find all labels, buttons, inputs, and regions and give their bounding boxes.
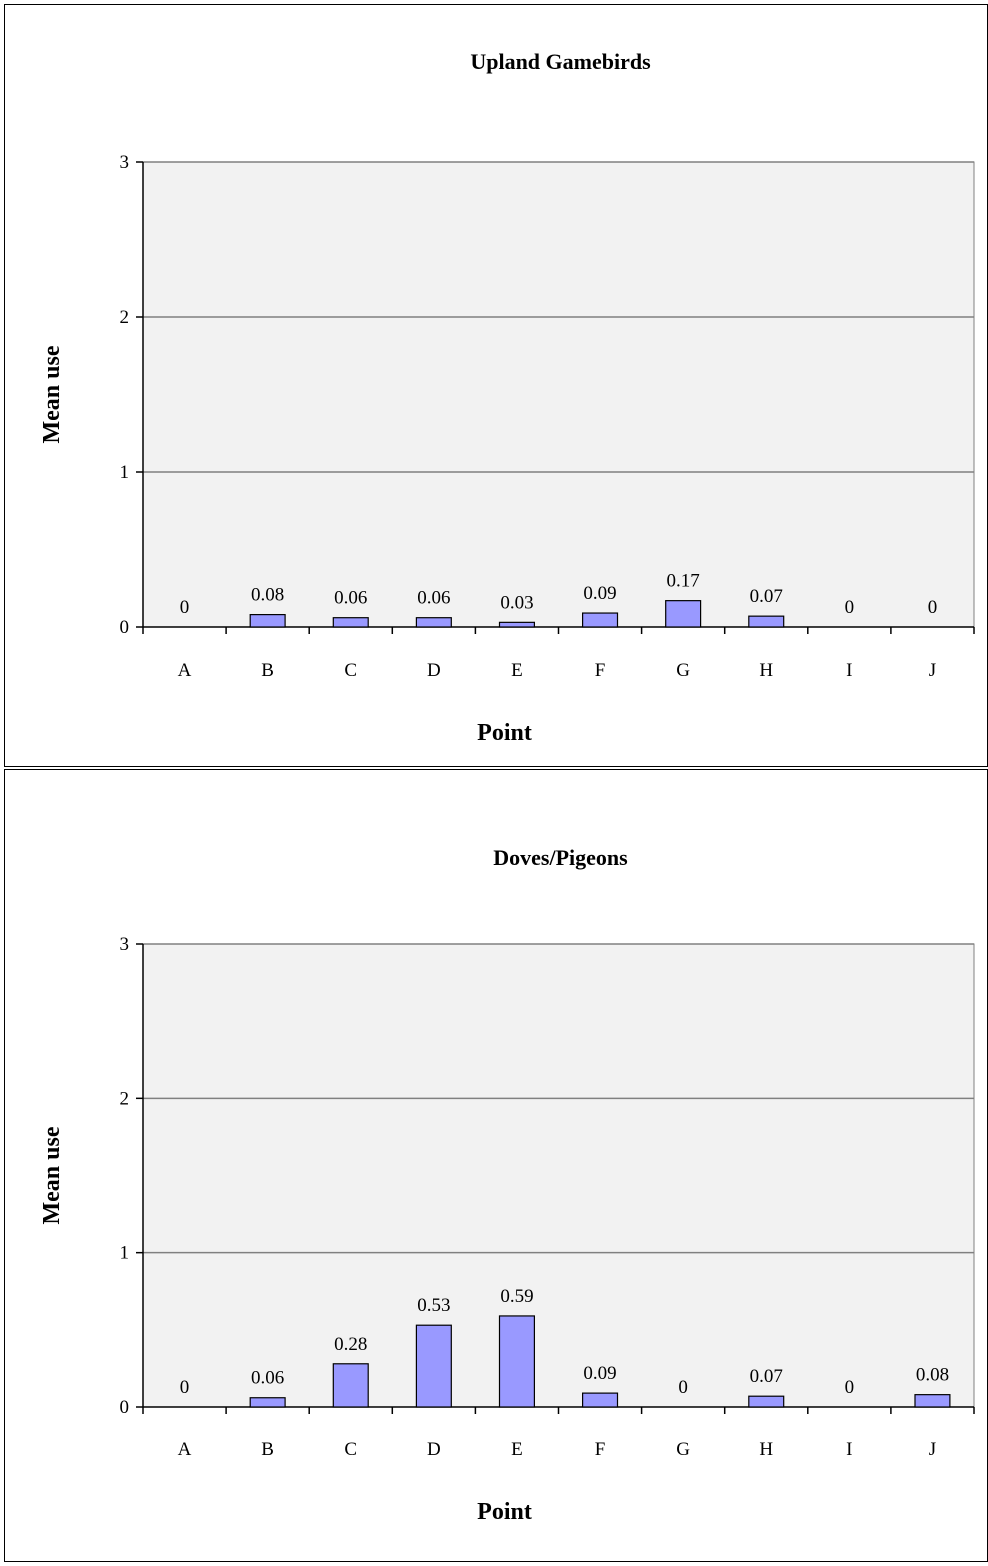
y-axis-title: Mean use xyxy=(39,345,65,443)
y-tick-label: 3 xyxy=(120,934,130,955)
x-tick-label-f: F xyxy=(595,1439,606,1460)
plot-area xyxy=(142,161,975,628)
x-tick-label-g: G xyxy=(676,660,690,681)
x-tick-label-d: D xyxy=(427,1439,441,1460)
data-label-i: 0 xyxy=(845,1377,855,1398)
data-label-d: 0.06 xyxy=(417,588,450,609)
chart-doves-pigeons: 0 1 2 3 0 A 0.06 B 0.28 C 0.53 D 0.59 E 0.09 F 0 G 0.07 H 0 I… xyxy=(39,845,975,1525)
data-label-c: 0.28 xyxy=(334,1334,367,1355)
data-label-j: 0.08 xyxy=(916,1365,949,1386)
bar-d xyxy=(415,1324,452,1408)
x-tick-label-b: B xyxy=(261,1439,274,1460)
x-tick-label-c: C xyxy=(344,1439,357,1460)
data-label-f: 0.09 xyxy=(583,583,616,604)
chart-title: Upland Gamebirds xyxy=(470,49,651,74)
y-tick-label: 0 xyxy=(120,1397,130,1418)
data-label-e: 0.03 xyxy=(500,592,533,613)
x-axis-title: Point xyxy=(477,720,532,746)
x-tick-label-g: G xyxy=(676,1439,690,1460)
x-tick-label-j: J xyxy=(929,1439,936,1460)
bar-d xyxy=(415,617,452,628)
y-tick-label: 1 xyxy=(120,462,130,483)
bar-e xyxy=(498,621,536,628)
x-tick-label-f: F xyxy=(595,660,606,681)
x-tick-label-i: I xyxy=(846,1439,852,1460)
data-label-g: 0.17 xyxy=(667,571,700,592)
bar-f xyxy=(581,612,619,628)
x-tick-label-h: H xyxy=(759,660,773,681)
x-tick-label-a: A xyxy=(178,660,192,681)
bar-c xyxy=(332,617,369,628)
bar-h xyxy=(748,1395,785,1408)
chart-panel-doves-pigeons: 0 1 2 3 0 A 0.06 B 0.28 C 0.53 D 0.59 E 0.09 F 0 G 0.07 H 0 I… xyxy=(4,769,988,1562)
y-tick-label: 3 xyxy=(120,152,130,173)
y-axis-title: Mean use xyxy=(39,1126,65,1224)
x-tick-label-j: J xyxy=(929,660,936,681)
data-label-h: 0.07 xyxy=(750,586,783,607)
x-tick-label-c: C xyxy=(344,660,357,681)
x-axis-title: Point xyxy=(477,1499,532,1525)
plot-area xyxy=(142,943,975,1408)
data-label-b: 0.06 xyxy=(251,1368,284,1389)
y-tick-label: 2 xyxy=(120,307,130,328)
data-label-j: 0 xyxy=(928,597,938,618)
data-label-f: 0.09 xyxy=(583,1363,616,1384)
x-tick-label-e: E xyxy=(511,660,523,681)
x-tick-label-i: I xyxy=(846,660,852,681)
x-tick-label-h: H xyxy=(759,1439,773,1460)
data-label-i: 0 xyxy=(845,597,855,618)
x-tick-label-a: A xyxy=(178,1439,192,1460)
bar-c xyxy=(332,1363,369,1408)
data-label-e: 0.59 xyxy=(500,1286,533,1307)
data-label-d: 0.53 xyxy=(417,1295,450,1316)
bar-f xyxy=(581,1392,619,1408)
bar-j xyxy=(914,1394,951,1408)
bar-b xyxy=(249,1397,286,1408)
data-label-g: 0 xyxy=(678,1377,688,1398)
data-label-h: 0.07 xyxy=(750,1366,783,1387)
bar-b xyxy=(249,613,286,628)
chart-upland-gamebirds: 0 1 2 3 0 A 0.08 B 0.06 C 0.06 D 0.03 E 0.09 F 0.17 G 0.07… xyxy=(39,49,975,746)
data-label-a: 0 xyxy=(180,597,190,618)
x-tick-label-e: E xyxy=(511,1439,523,1460)
x-tick-label-d: D xyxy=(427,660,441,681)
bar-h xyxy=(748,615,785,628)
y-tick-label: 1 xyxy=(120,1243,130,1264)
chart-panel-upland-gamebirds: 0 1 2 3 0 A 0.08 B 0.06 C 0.06 D 0.03 E 0.09 F 0.17 G 0.07… xyxy=(4,4,988,767)
y-tick-label: 0 xyxy=(120,617,130,638)
chart-title: Doves/Pigeons xyxy=(493,845,628,870)
bar-g xyxy=(665,600,702,628)
bar-e xyxy=(498,1315,536,1408)
data-label-c: 0.06 xyxy=(334,588,367,609)
data-label-a: 0 xyxy=(180,1377,190,1398)
x-tick-label-b: B xyxy=(261,660,274,681)
y-tick-label: 2 xyxy=(120,1088,130,1109)
data-label-b: 0.08 xyxy=(251,585,284,606)
